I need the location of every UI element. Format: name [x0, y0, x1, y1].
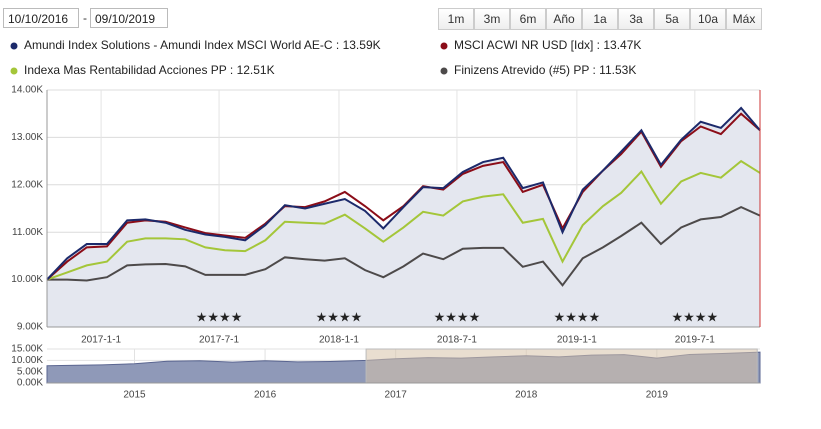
series-line [46, 159, 761, 281]
y-tick-label: 10.00K [11, 355, 43, 366]
range-button[interactable]: 10a [690, 8, 726, 30]
x-tick-label: 2019 [646, 390, 669, 401]
x-tick-label: 2015 [123, 390, 146, 401]
range-button[interactable]: 3m [474, 8, 510, 30]
x-tick-label: 2018-7-1 [437, 335, 477, 346]
legend-marker [440, 42, 448, 50]
legend-label: Amundi Index Solutions - Amundi Index MS… [24, 38, 381, 52]
range-button[interactable]: Máx [726, 8, 762, 30]
y-tick-label: 12.00K [11, 179, 43, 190]
y-tick-label: 15.00K [11, 344, 43, 355]
legend: Amundi Index Solutions - Amundi Index MS… [10, 38, 641, 77]
series-line [47, 205, 761, 287]
series-area [47, 108, 760, 328]
y-tick-label: 14.00K [11, 85, 43, 96]
range-button[interactable]: 6m [510, 8, 546, 30]
start-date-input[interactable]: 10/10/2016 [3, 8, 79, 28]
range-button[interactable]: 3a [618, 8, 654, 30]
series-line [46, 106, 761, 281]
navigator-selection [365, 348, 758, 384]
end-date-input[interactable]: 09/10/2019 [90, 8, 168, 28]
legend-marker [440, 67, 448, 75]
range-button[interactable]: 1m [438, 8, 474, 30]
rating-stars: ★★★★ [434, 309, 481, 324]
legend-marker [10, 67, 18, 75]
x-tick-label: 2017-1-1 [81, 335, 121, 346]
x-tick-label: 2019-7-1 [675, 335, 715, 346]
x-tick-label: 2017-7-1 [199, 335, 239, 346]
x-tick-label: 2018-1-1 [319, 335, 359, 346]
rating-stars: ★★★★ [554, 309, 601, 324]
x-tick-label: 2017 [385, 390, 408, 401]
y-tick-label: 5.00K [17, 366, 43, 377]
x-tick-label: 2016 [254, 390, 277, 401]
y-tick-label: 10.00K [11, 274, 43, 285]
y-tick-label: 0.00K [17, 378, 43, 389]
rating-stars: ★★★★ [196, 309, 243, 324]
legend-label: Indexa Mas Rentabilidad Acciones PP : 12… [24, 63, 275, 77]
date-separator: - [83, 11, 87, 25]
x-tick-label: 2018 [515, 390, 538, 401]
y-tick-label: 13.00K [11, 132, 43, 143]
legend-label: Finizens Atrevido (#5) PP : 11.53K [454, 63, 636, 77]
rating-stars: ★★★★ [316, 309, 363, 324]
range-button[interactable]: Año [546, 8, 582, 30]
legend-marker [10, 42, 18, 50]
x-tick-label: 2019-1-1 [557, 335, 597, 346]
range-button[interactable]: 1a [582, 8, 618, 30]
rating-stars: ★★★★ [672, 309, 719, 324]
y-tick-label: 11.00K [12, 227, 43, 238]
legend-label: MSCI ACWI NR USD [Idx] : 13.47K [454, 38, 641, 52]
range-button[interactable]: 5a [654, 8, 690, 30]
y-tick-label: 9.00K [17, 322, 43, 333]
